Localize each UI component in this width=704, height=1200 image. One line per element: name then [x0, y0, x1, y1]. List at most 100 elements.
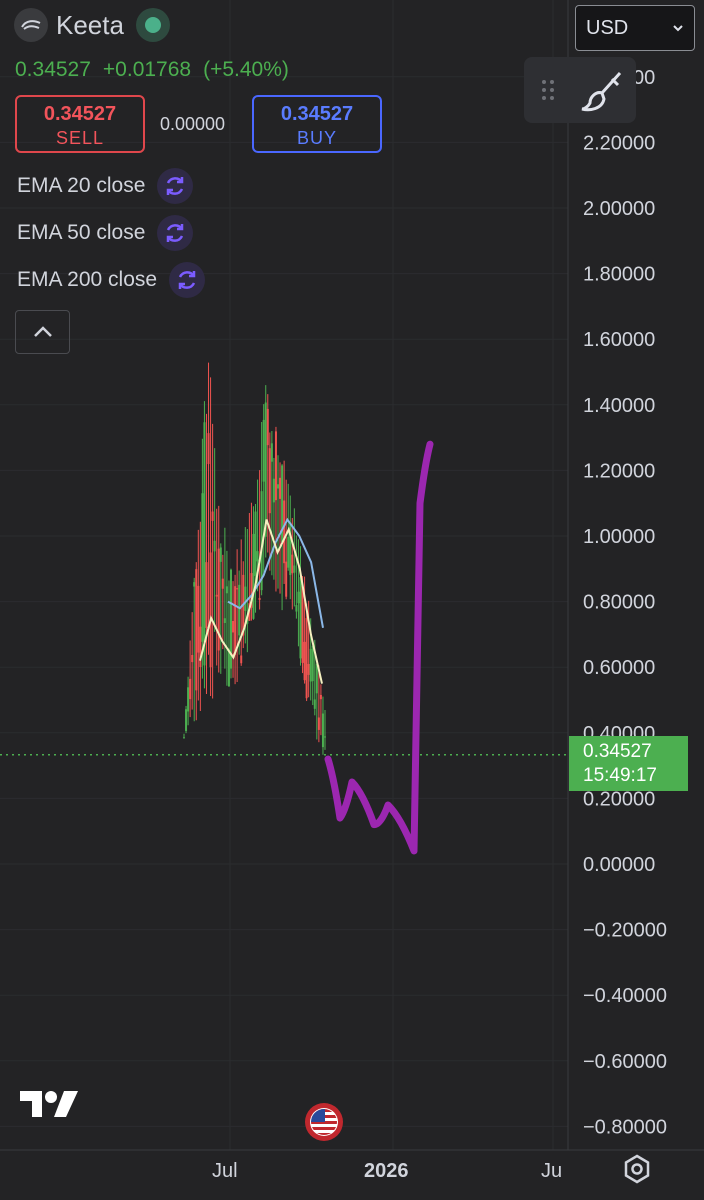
y-tick-label: −0.40000 — [583, 985, 667, 1007]
candle-body — [244, 586, 247, 611]
y-tick-label: −0.80000 — [583, 1116, 667, 1138]
candle-body — [195, 569, 198, 691]
buy-label: BUY — [296, 128, 337, 148]
refresh-icon[interactable] — [169, 262, 206, 298]
keeta-logo-icon — [14, 8, 48, 42]
candle-body — [262, 419, 265, 482]
sell-label: SELL — [55, 128, 105, 148]
candle-body — [285, 561, 288, 597]
y-tick-label: 2.00000 — [583, 198, 655, 220]
candle-body — [217, 548, 220, 651]
brush-icon[interactable] — [576, 65, 632, 115]
price-change-percent: (+5.40%) — [203, 58, 289, 81]
price-change: +0.01768 — [102, 58, 192, 81]
chart-settings-button[interactable] — [620, 1152, 654, 1191]
drawing-toolbar[interactable] — [524, 57, 636, 123]
x-tick-label: Ju — [541, 1160, 562, 1182]
candle-body — [221, 578, 224, 589]
candle-body — [283, 500, 286, 564]
indicator-ema-50[interactable]: EMA 50 close — [17, 215, 194, 251]
currency-select[interactable]: USD — [575, 5, 695, 51]
candle-body — [215, 594, 218, 597]
current-price-tag: 0.34527 15:49:17 — [569, 736, 688, 791]
candle-body — [321, 713, 324, 748]
candle-body — [223, 618, 226, 624]
hand-drawn-projection[interactable] — [324, 440, 434, 855]
y-tick-label: 1.60000 — [583, 329, 655, 351]
y-tick-label: 1.80000 — [583, 264, 655, 286]
ema-short-line — [199, 519, 323, 684]
candle-body — [291, 554, 294, 574]
refresh-icon[interactable] — [157, 215, 194, 251]
candle-body — [219, 547, 222, 562]
y-tick-label: −0.60000 — [583, 1051, 667, 1073]
currency-value: USD — [586, 16, 629, 39]
candle-body — [254, 511, 257, 576]
price-axis[interactable]: 2.400002.200002.000001.800001.600001.400… — [583, 67, 667, 1139]
candle-body — [307, 663, 310, 675]
candle-body — [274, 431, 277, 501]
candle-body — [311, 645, 314, 682]
price-tag-countdown: 15:49:17 — [583, 764, 657, 786]
candle-body — [260, 491, 263, 591]
candle-body — [213, 540, 216, 552]
candle-body — [207, 433, 210, 465]
candle-body — [209, 552, 212, 668]
candle-body — [295, 605, 298, 612]
candle-body — [183, 737, 185, 739]
indicator-label: EMA 200 close — [17, 268, 158, 291]
tradingview-logo-icon[interactable] — [18, 1087, 80, 1124]
candle-body — [270, 443, 273, 462]
x-tick-label: 2026 — [364, 1160, 409, 1182]
last-price: 0.34527 — [15, 58, 91, 81]
candle-body — [305, 618, 308, 699]
candle-body — [258, 597, 261, 600]
candle-body — [287, 536, 290, 568]
candle-body — [279, 477, 282, 499]
candle-body — [281, 465, 284, 542]
candle-body — [234, 586, 237, 656]
candle-body — [264, 402, 267, 537]
symbol-name[interactable]: Keeta — [56, 9, 124, 40]
collapse-legend-button[interactable] — [15, 310, 70, 354]
x-tick-label: Jul — [212, 1160, 238, 1182]
candle-body — [185, 709, 188, 731]
time-axis[interactable]: Jul 2026 Ju — [212, 1160, 562, 1182]
candle-body — [301, 585, 304, 663]
chevron-down-icon — [673, 25, 683, 32]
candle-body — [252, 533, 255, 619]
candle-body — [268, 448, 271, 514]
drag-handle-icon[interactable] — [528, 70, 568, 110]
candle-body — [232, 620, 235, 633]
spread-value: 0.00000 — [160, 114, 226, 134]
y-tick-label: 1.00000 — [583, 526, 655, 548]
candle-body — [203, 422, 206, 666]
candle-body — [266, 408, 269, 446]
candle-body — [293, 565, 296, 573]
candle-body — [303, 641, 306, 681]
candle-body — [197, 585, 200, 653]
candle-body — [238, 584, 241, 636]
candle-body — [199, 626, 202, 668]
chevron-up-icon — [33, 326, 52, 337]
market-status-icon[interactable] — [135, 8, 170, 42]
indicator-label: EMA 50 close — [17, 221, 146, 244]
candle-body — [205, 562, 208, 628]
candle-body — [315, 663, 318, 694]
price-tag-value: 0.34527 — [583, 740, 652, 762]
candle-body — [297, 591, 300, 604]
y-tick-label: 2.20000 — [583, 132, 655, 154]
refresh-icon[interactable] — [157, 168, 194, 204]
candle-body — [211, 511, 214, 521]
indicator-ema-200[interactable]: EMA 200 close — [17, 262, 206, 298]
candle-body — [227, 648, 230, 687]
candle-body — [230, 569, 232, 669]
candle-body — [236, 588, 239, 590]
candle-body — [191, 654, 194, 663]
indicator-ema-20[interactable]: EMA 20 close — [17, 168, 194, 204]
buy-button[interactable]: 0.34527 BUY — [252, 95, 382, 153]
candle-body — [324, 736, 326, 738]
y-tick-label: −0.20000 — [583, 920, 667, 942]
sell-button[interactable]: 0.34527 SELL — [15, 95, 145, 153]
us-flag-icon[interactable] — [303, 1101, 345, 1148]
